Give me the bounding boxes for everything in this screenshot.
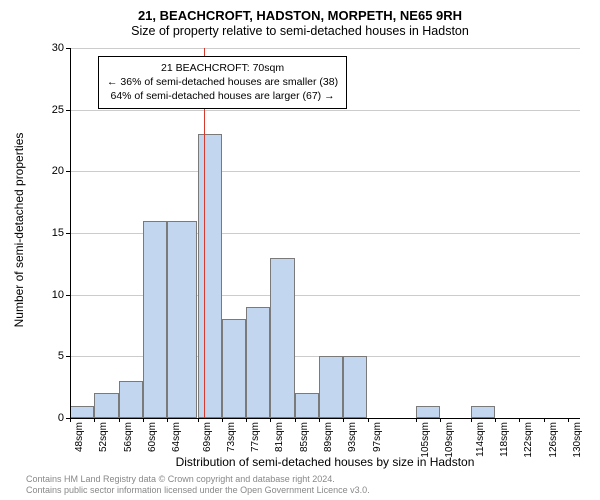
x-tick-label: 64sqm [171, 422, 182, 452]
x-tick-label: 52sqm [98, 422, 109, 452]
histogram-bar [246, 307, 270, 418]
histogram-bar [319, 356, 343, 418]
histogram-bar [270, 258, 294, 418]
y-tick-label: 5 [34, 350, 64, 362]
grid-line [70, 171, 580, 172]
y-axis-line [70, 48, 71, 418]
x-tick-label: 122sqm [523, 422, 534, 458]
footer-text: Contains HM Land Registry data © Crown c… [26, 474, 370, 497]
histogram-bar [143, 221, 167, 418]
y-axis-label: Number of semi-detached properties [12, 133, 26, 328]
histogram-bar [471, 406, 495, 418]
x-tick-label: 81sqm [274, 422, 285, 452]
histogram-bar [198, 134, 222, 418]
x-tick-label: 56sqm [123, 422, 134, 452]
x-tick-label: 93sqm [347, 422, 358, 452]
y-tick-label: 30 [34, 42, 64, 54]
histogram-bar [119, 381, 143, 418]
info-line-3: 64% of semi-detached houses are larger (… [107, 89, 338, 103]
footer-line-1: Contains HM Land Registry data © Crown c… [26, 474, 370, 485]
y-tick-label: 0 [34, 412, 64, 424]
x-tick-label: 105sqm [420, 422, 431, 458]
histogram-bar [295, 393, 319, 418]
x-tick-label: 126sqm [548, 422, 559, 458]
x-tick-label: 97sqm [372, 422, 383, 452]
x-axis-label: Distribution of semi-detached houses by … [70, 455, 580, 469]
chart-title-sub: Size of property relative to semi-detach… [0, 24, 600, 38]
histogram-bar [94, 393, 118, 418]
histogram-bar [167, 221, 197, 418]
x-tick-label: 60sqm [147, 422, 158, 452]
x-tick-label: 89sqm [323, 422, 334, 452]
x-tick-label: 109sqm [444, 422, 455, 458]
x-tick-label: 69sqm [202, 422, 213, 452]
x-tick-label: 73sqm [226, 422, 237, 452]
histogram-bar [343, 356, 367, 418]
x-tick-label: 114sqm [475, 422, 486, 457]
x-tick-label: 85sqm [299, 422, 310, 452]
grid-line [70, 48, 580, 49]
y-tick-label: 25 [34, 104, 64, 116]
y-tick-label: 10 [34, 289, 64, 301]
info-line-2: ← 36% of semi-detached houses are smalle… [107, 75, 338, 89]
x-tick-label: 118sqm [499, 422, 510, 457]
y-tick-label: 20 [34, 165, 64, 177]
x-tick-label: 130sqm [572, 422, 583, 458]
footer-line-2: Contains public sector information licen… [26, 485, 370, 496]
x-tick-label: 77sqm [250, 422, 261, 452]
info-line-1: 21 BEACHCROFT: 70sqm [107, 61, 338, 75]
x-axis-line [70, 418, 580, 419]
histogram-bar [416, 406, 440, 418]
histogram-bar [222, 319, 246, 418]
grid-line [70, 110, 580, 111]
property-info-box: 21 BEACHCROFT: 70sqm← 36% of semi-detach… [98, 56, 347, 109]
x-tick-label: 48sqm [74, 422, 85, 452]
chart-title-main: 21, BEACHCROFT, HADSTON, MORPETH, NE65 9… [0, 8, 600, 23]
histogram-bar [70, 406, 94, 418]
y-tick-label: 15 [34, 227, 64, 239]
